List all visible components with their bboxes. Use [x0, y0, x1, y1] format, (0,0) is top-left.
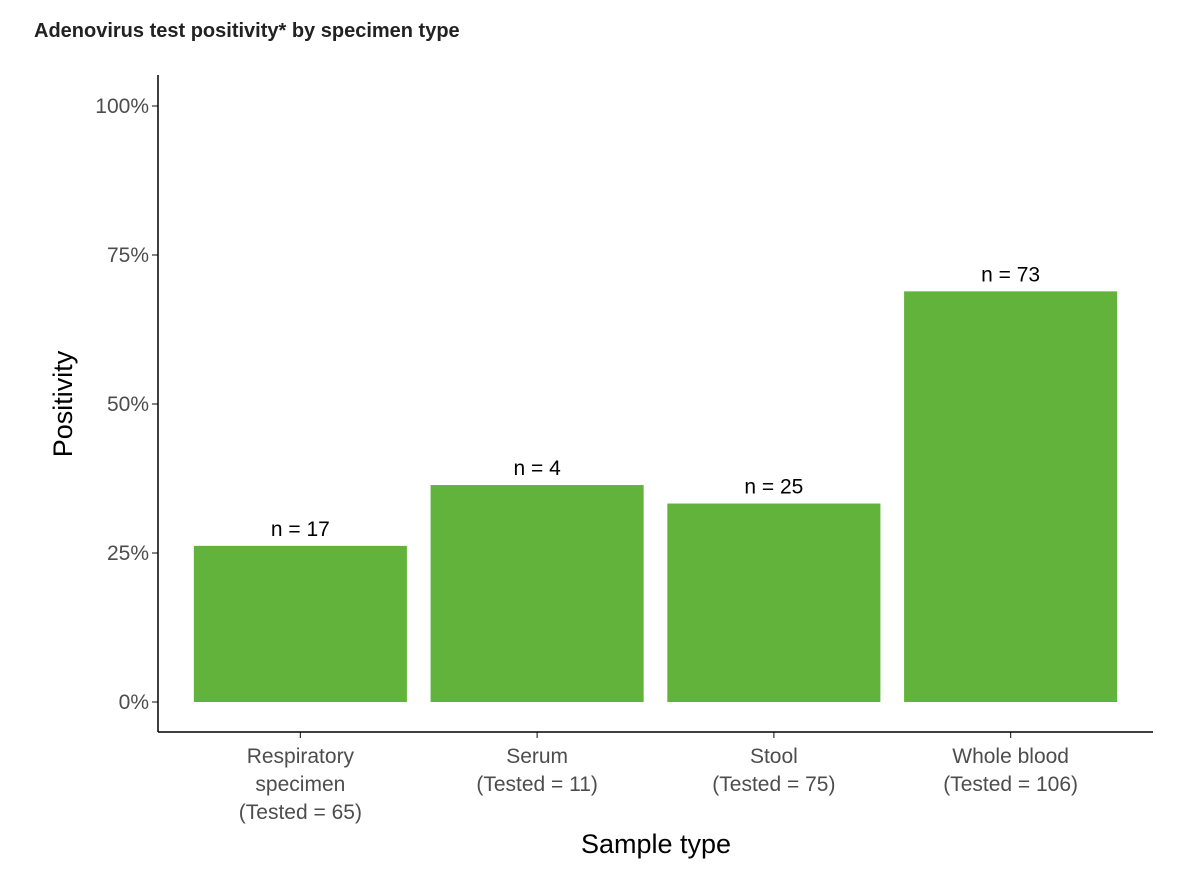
bar-2 — [430, 485, 644, 702]
x-tick-label-line: (Tested = 75) — [712, 773, 835, 796]
bar-4 — [904, 291, 1118, 702]
x-tick-label-line: Serum — [506, 745, 568, 768]
plot-area: n = 17 Respiratory specimen (Tested = 65) n … — [95, 75, 1153, 824]
y-tick-label-3: 50% — [107, 393, 149, 416]
x-tick-label-line: (Tested = 65) — [239, 801, 362, 824]
y-tick-label-4: 75% — [107, 244, 149, 267]
x-tick-label-line: Stool — [750, 745, 798, 768]
x-tick-label-line: specimen — [255, 773, 345, 796]
x-tick-label-3: Stool (Tested = 75) — [712, 745, 835, 796]
y-tick-label-1: 0% — [119, 691, 149, 714]
bar-1 — [193, 545, 407, 702]
x-tick-label-line: Whole blood — [952, 745, 1069, 768]
data-label-2: n = 4 — [513, 457, 561, 480]
y-tick-label-2: 25% — [107, 542, 149, 565]
bar-3 — [667, 503, 881, 702]
y-tick-label-5: 100% — [95, 95, 149, 118]
x-tick-label-1: Respiratory specimen (Tested = 65) — [239, 745, 362, 824]
data-label-4: n = 73 — [981, 263, 1040, 286]
chart-title: Adenovirus test positivity* by specimen … — [34, 20, 460, 42]
x-tick-label-4: Whole blood (Tested = 106) — [943, 745, 1078, 796]
x-axis-title: Sample type — [581, 829, 731, 859]
x-tick-label-2: Serum (Tested = 11) — [476, 745, 598, 796]
x-tick-label-line: (Tested = 11) — [476, 773, 598, 796]
data-label-3: n = 25 — [744, 476, 803, 499]
x-tick-label-line: Respiratory — [247, 745, 355, 768]
data-label-1: n = 17 — [271, 518, 330, 541]
y-axis-title: Positivity — [48, 350, 78, 457]
x-tick-label-line: (Tested = 106) — [943, 773, 1078, 796]
